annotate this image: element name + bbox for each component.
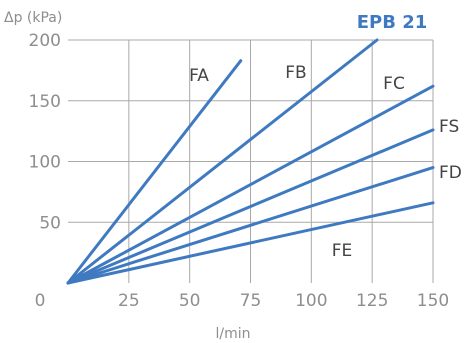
x-tick-label: 0 [35, 291, 46, 311]
chart-series: FA FB FC FS FD FE [66, 38, 462, 285]
chart-grid [68, 39, 434, 283]
x-axis-label: l/min [215, 326, 250, 342]
x-tick-label: 150 [417, 291, 449, 311]
series-line-fa [66, 59, 243, 285]
series-line-fs [66, 128, 435, 285]
y-axis-label: Δp (kPa) [4, 10, 62, 26]
chart-axis-labels: 0 25 50 75 100 125 150 200 150 100 50 [29, 31, 450, 311]
y-tick-label: 50 [39, 213, 61, 233]
y-tick-label: 100 [29, 153, 61, 173]
x-tick-label: 50 [179, 291, 201, 311]
series-line-fc [66, 84, 435, 285]
x-tick-label: 75 [240, 291, 262, 311]
series-line-fd [66, 166, 435, 285]
series-label-fa: FA [189, 66, 209, 86]
series-line-fe [66, 201, 435, 285]
series-label-fe: FE [332, 241, 353, 261]
series-line-fb [66, 38, 379, 285]
x-tick-label: 25 [118, 291, 140, 311]
x-tick-label: 100 [295, 291, 327, 311]
series-label-fb: FB [285, 63, 306, 83]
series-label-fc: FC [383, 74, 405, 94]
series-label-fd: FD [439, 163, 462, 183]
chart-title: EPB 21 [357, 12, 428, 33]
y-tick-label: 150 [29, 92, 61, 112]
y-tick-label: 200 [29, 31, 61, 51]
x-tick-label: 125 [356, 291, 388, 311]
series-label-fs: FS [439, 117, 459, 137]
